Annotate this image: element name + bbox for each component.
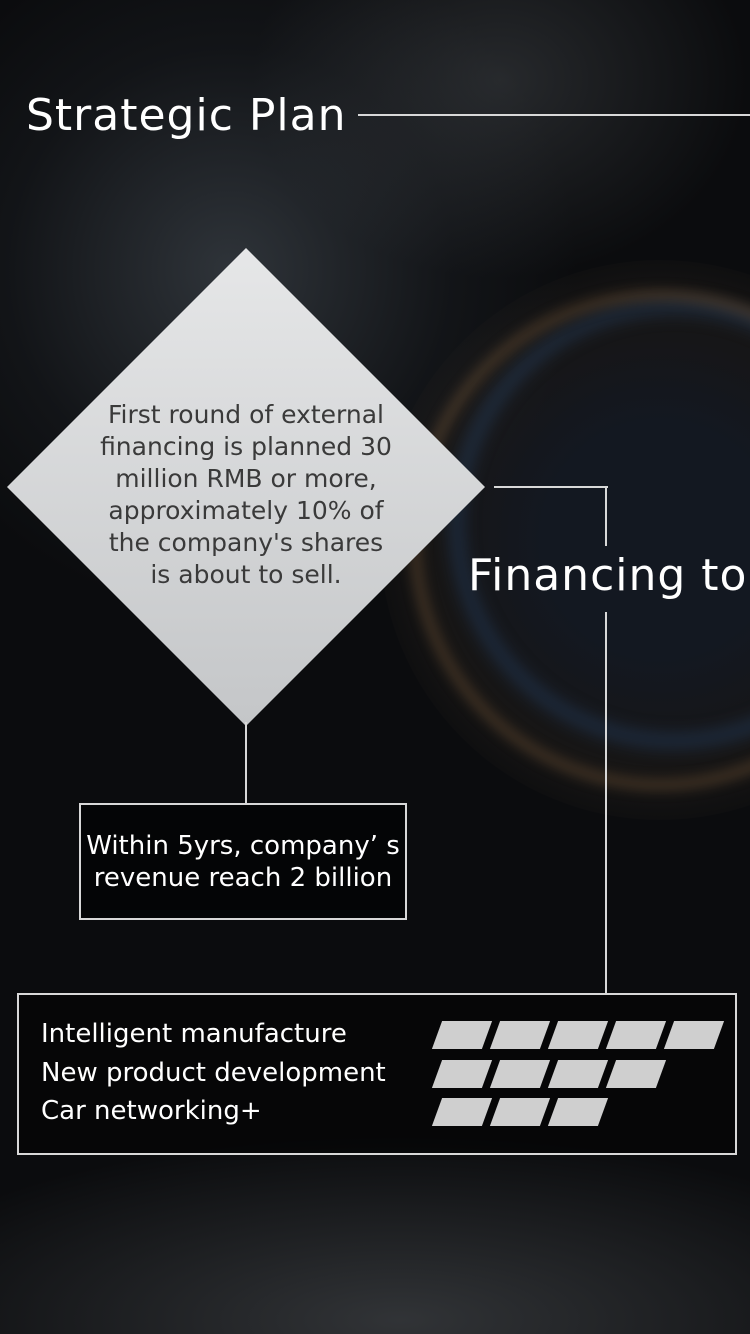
connector-line xyxy=(605,486,607,546)
diamond-text: First round of external financing is pla… xyxy=(100,400,392,589)
plan-label: Intelligent manufacture xyxy=(41,1019,347,1049)
connector-line xyxy=(245,722,247,804)
page-title: Strategic Plan xyxy=(26,90,347,141)
level-bar xyxy=(605,1060,667,1088)
plan-label: New product development xyxy=(41,1058,386,1088)
level-bar xyxy=(489,1021,551,1049)
level-bar xyxy=(663,1021,725,1049)
level-bar xyxy=(547,1098,609,1126)
title-divider xyxy=(358,114,750,116)
financing-diamond: First round of external financing is pla… xyxy=(6,247,486,727)
level-bar xyxy=(489,1060,551,1088)
plan-label: Car networking+ xyxy=(41,1096,262,1126)
revenue-goal-text: Within 5yrs, company’ s revenue reach 2 … xyxy=(86,830,400,893)
level-bar xyxy=(431,1060,493,1088)
revenue-goal-box: Within 5yrs, company’ s revenue reach 2 … xyxy=(79,803,407,920)
level-bar xyxy=(431,1098,493,1126)
plan-list-box: Intelligent manufacture New product deve… xyxy=(17,993,737,1155)
connector-line xyxy=(494,486,608,488)
financing-heading: Financing to xyxy=(468,550,748,601)
connector-line xyxy=(605,612,607,994)
level-bar xyxy=(431,1021,493,1049)
level-bar xyxy=(605,1021,667,1049)
level-bar xyxy=(547,1021,609,1049)
level-bar xyxy=(547,1060,609,1088)
level-bar xyxy=(489,1098,551,1126)
